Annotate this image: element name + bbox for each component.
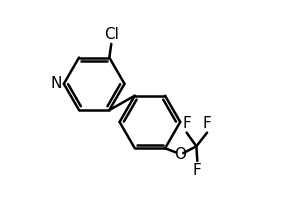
Text: N: N — [51, 76, 62, 91]
Text: F: F — [182, 116, 191, 131]
Text: F: F — [203, 116, 211, 131]
Text: Cl: Cl — [104, 27, 119, 42]
Text: O: O — [174, 147, 186, 162]
Text: F: F — [193, 163, 202, 177]
